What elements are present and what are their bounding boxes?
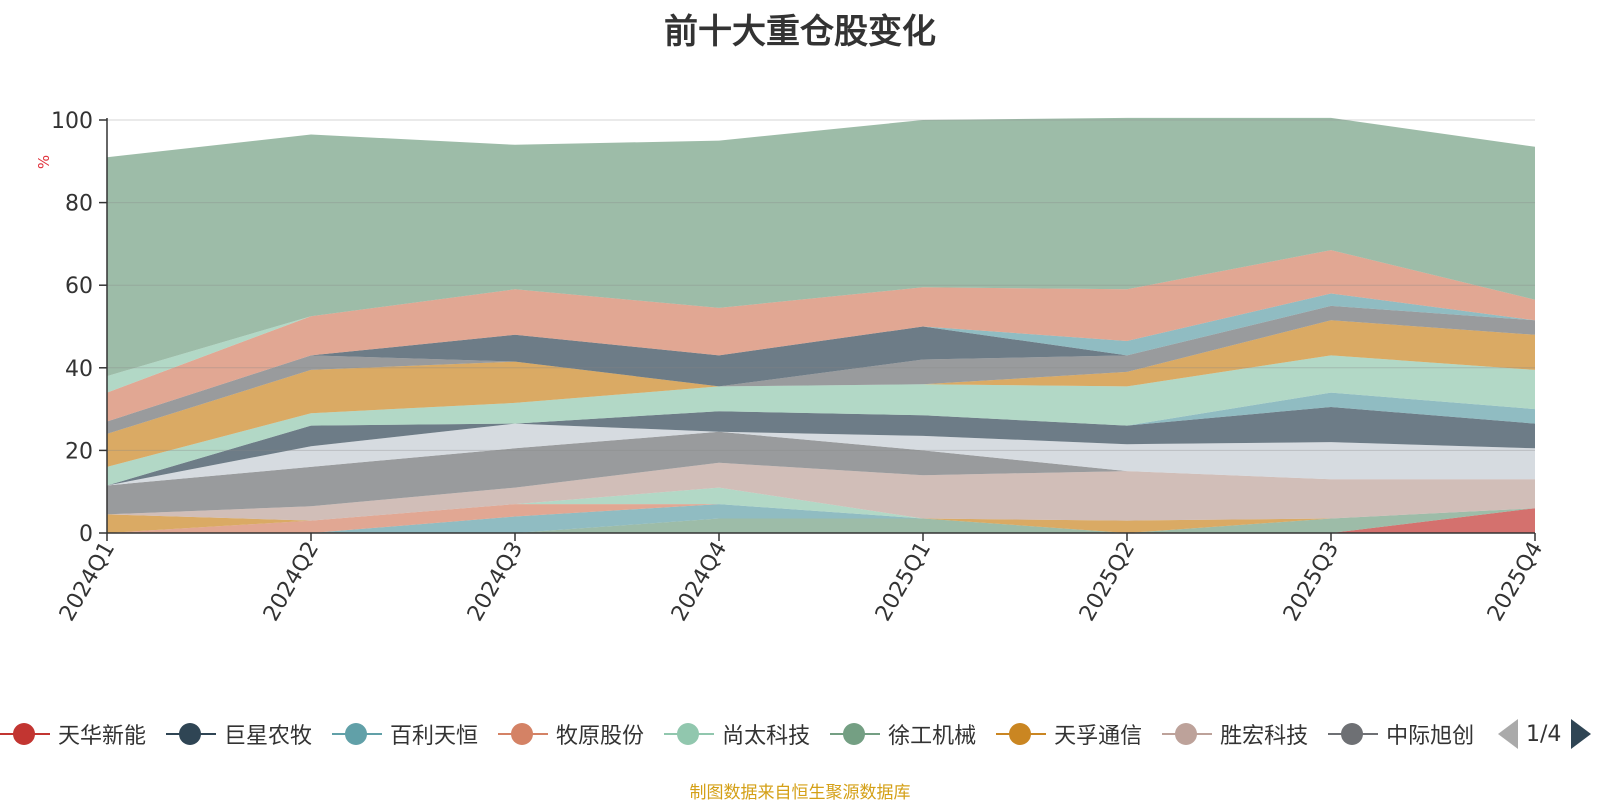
y-tick-label-0: 0 bbox=[79, 522, 93, 547]
legend-label: 天孚通信 bbox=[1054, 724, 1143, 749]
legend-item-6[interactable]: 天孚通信 bbox=[996, 712, 1142, 756]
legend-page-indicator: 1/4 bbox=[1526, 721, 1562, 747]
legend-label: 百利天恒 bbox=[390, 724, 479, 749]
x-tick-label-6: 2025Q3 bbox=[1279, 538, 1344, 626]
area-series-0[interactable] bbox=[107, 508, 1535, 533]
legend-marker-icon bbox=[332, 722, 383, 746]
area-series-8[interactable] bbox=[107, 423, 1535, 486]
y-tick-label-1: 20 bbox=[65, 439, 93, 464]
legend-pager: 1/4 bbox=[1498, 716, 1600, 752]
legend-item-3[interactable]: 牧原股份 bbox=[498, 712, 644, 756]
legend-prev-arrow-icon[interactable] bbox=[1498, 719, 1518, 749]
x-tick-label-3: 2024Q4 bbox=[667, 538, 732, 626]
legend-marker-icon bbox=[166, 722, 217, 746]
legend-marker-icon bbox=[664, 722, 715, 746]
area-series-11[interactable] bbox=[107, 355, 1535, 486]
legend-item-5[interactable]: 徐工机械 bbox=[830, 712, 976, 756]
legend-label: 巨星农牧 bbox=[224, 724, 313, 749]
data-source-note: 制图数据来自恒生聚源数据库 bbox=[689, 783, 911, 803]
legend-label: 牧原股份 bbox=[556, 724, 645, 749]
area-series-12[interactable] bbox=[107, 320, 1535, 467]
legend-label: 尚太科技 bbox=[722, 724, 811, 749]
legend-marker-icon bbox=[830, 722, 881, 746]
legend-item-0[interactable]: 天华新能 bbox=[0, 712, 146, 756]
legend-label: 徐工机械 bbox=[888, 724, 977, 749]
area-series-16[interactable] bbox=[107, 250, 1535, 422]
area-series-13[interactable] bbox=[107, 305, 1535, 434]
area-series-6[interactable] bbox=[107, 462, 1535, 521]
y-tick-label-3: 60 bbox=[65, 274, 93, 299]
area-series-4[interactable] bbox=[107, 504, 1535, 533]
legend-item-1[interactable]: 巨星农牧 bbox=[166, 712, 312, 756]
area-series-5[interactable] bbox=[107, 487, 1535, 521]
legend-marker-icon bbox=[1162, 722, 1213, 746]
legend-marker-icon bbox=[498, 722, 549, 746]
x-tick-label-7: 2025Q4 bbox=[1483, 538, 1548, 626]
y-tick-label-5: 100 bbox=[51, 109, 93, 134]
legend-label: 胜宏科技 bbox=[1220, 724, 1309, 749]
area-series-15[interactable] bbox=[107, 293, 1535, 422]
area-series-3[interactable] bbox=[107, 504, 1535, 533]
area-series-10[interactable] bbox=[107, 392, 1535, 486]
legend: 天华新能 巨星农牧 百利天恒 牧原股份 尚太科技 徐工机械 天孚通信 胜宏科技 中际旭创 bbox=[0, 712, 1490, 756]
stacked-area-chart: 0 20 40 60 80 100% 2024Q1 2024Q2 2024Q3 2024Q4 202… bbox=[35, 109, 1548, 626]
legend-next-arrow-icon[interactable] bbox=[1571, 719, 1592, 749]
legend-marker-icon bbox=[996, 722, 1047, 746]
legend-item-4[interactable]: 尚太科技 bbox=[664, 712, 810, 756]
legend-marker-icon bbox=[0, 722, 50, 746]
legend-label: 中际旭创 bbox=[1386, 724, 1475, 749]
legend-item-7[interactable]: 胜宏科技 bbox=[1162, 712, 1308, 756]
area-series-2[interactable] bbox=[107, 504, 1535, 533]
legend-label: 天华新能 bbox=[58, 724, 147, 749]
area-series-1[interactable] bbox=[107, 508, 1535, 533]
area-series-9[interactable] bbox=[107, 407, 1535, 486]
legend-item-8[interactable]: 中际旭创 bbox=[1328, 712, 1474, 756]
y-tick-label-2: 40 bbox=[65, 357, 93, 382]
chart-title: 前十大重仓股变化 bbox=[664, 12, 936, 52]
area-series-18[interactable] bbox=[107, 117, 1535, 377]
x-tick-label-1: 2024Q2 bbox=[259, 538, 324, 626]
area-series-7[interactable] bbox=[107, 431, 1535, 515]
x-tick-label-4: 2025Q1 bbox=[871, 538, 936, 626]
x-tick-label-0: 2024Q1 bbox=[55, 538, 120, 626]
y-axis-label: % bbox=[35, 155, 53, 169]
y-tick-label-4: 80 bbox=[65, 192, 93, 217]
x-tick-label-2: 2024Q3 bbox=[463, 538, 528, 626]
legend-marker-icon bbox=[1328, 722, 1379, 746]
area-series-14[interactable] bbox=[107, 305, 1535, 422]
legend-item-2[interactable]: 百利天恒 bbox=[332, 712, 478, 756]
x-tick-label-5: 2025Q2 bbox=[1075, 538, 1140, 626]
